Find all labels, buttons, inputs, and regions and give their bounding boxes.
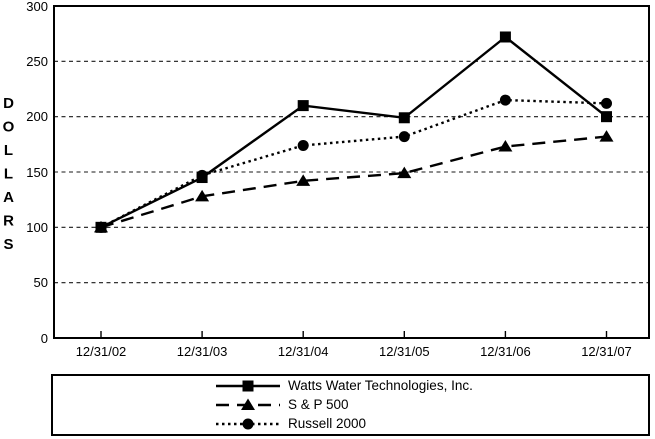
- marker-circle-icon: [297, 139, 309, 151]
- x-tick-label: 12/31/06: [480, 344, 531, 359]
- legend-swatch-dashed-triangle-icon: [216, 398, 280, 410]
- x-tick-label: 12/31/03: [176, 344, 228, 359]
- series-line: [100, 35, 608, 229]
- marker-square-icon: [499, 31, 511, 43]
- plot-border: [53, 5, 650, 339]
- y-tick-label: 250: [26, 53, 48, 69]
- y-tick-label: 50: [33, 275, 48, 291]
- legend-label-sp500: S & P 500: [288, 397, 349, 412]
- marker-square-icon: [601, 111, 612, 123]
- y-axis-title: DOLLARS: [0, 95, 17, 260]
- x-tick-label: 12/31/04: [277, 344, 329, 359]
- marker-triangle-icon: [498, 140, 513, 152]
- marker-circle-icon: [196, 169, 208, 181]
- marker-triangle-icon: [296, 174, 311, 186]
- legend-item-russell: Russell 2000: [53, 416, 648, 433]
- legend-label-russell: Russell 2000: [288, 416, 367, 431]
- y-tick-label: 200: [26, 109, 48, 125]
- x-tick-label: 12/31/07: [581, 344, 632, 359]
- series-line: [100, 135, 607, 229]
- series-line: [100, 98, 607, 229]
- x-tick-label: 12/31/05: [378, 344, 430, 359]
- marker-circle-icon: [242, 418, 254, 430]
- legend-swatch-solid-square-icon: [216, 380, 280, 392]
- marker-square-icon: [297, 100, 309, 112]
- y-tick-label: 300: [26, 0, 48, 14]
- plot-area: [53, 5, 650, 339]
- legend: Watts Water Technologies, Inc. S & P 500…: [51, 374, 650, 436]
- legend-item-watts: Watts Water Technologies, Inc.: [53, 378, 648, 395]
- x-tick-label: 12/31/02: [75, 344, 127, 359]
- marker-square-icon: [242, 380, 254, 392]
- y-tick-label: 0: [40, 330, 48, 346]
- legend-swatch-dotted-circle-icon: [216, 418, 280, 430]
- marker-circle-icon: [398, 131, 410, 143]
- marker-triangle-icon: [241, 398, 255, 410]
- marker-triangle-icon: [195, 189, 210, 202]
- marker-circle-icon: [499, 94, 511, 106]
- y-tick-label: 100: [26, 219, 48, 235]
- marker-circle-icon: [601, 97, 612, 109]
- marker-triangle-icon: [599, 130, 614, 142]
- marker-square-icon: [398, 112, 410, 124]
- legend-label-watts: Watts Water Technologies, Inc.: [288, 378, 473, 393]
- marker-triangle-icon: [397, 166, 412, 179]
- marker-circle-icon: [95, 221, 107, 233]
- y-tick-label: 150: [26, 164, 48, 180]
- legend-item-sp500: S & P 500: [53, 397, 648, 414]
